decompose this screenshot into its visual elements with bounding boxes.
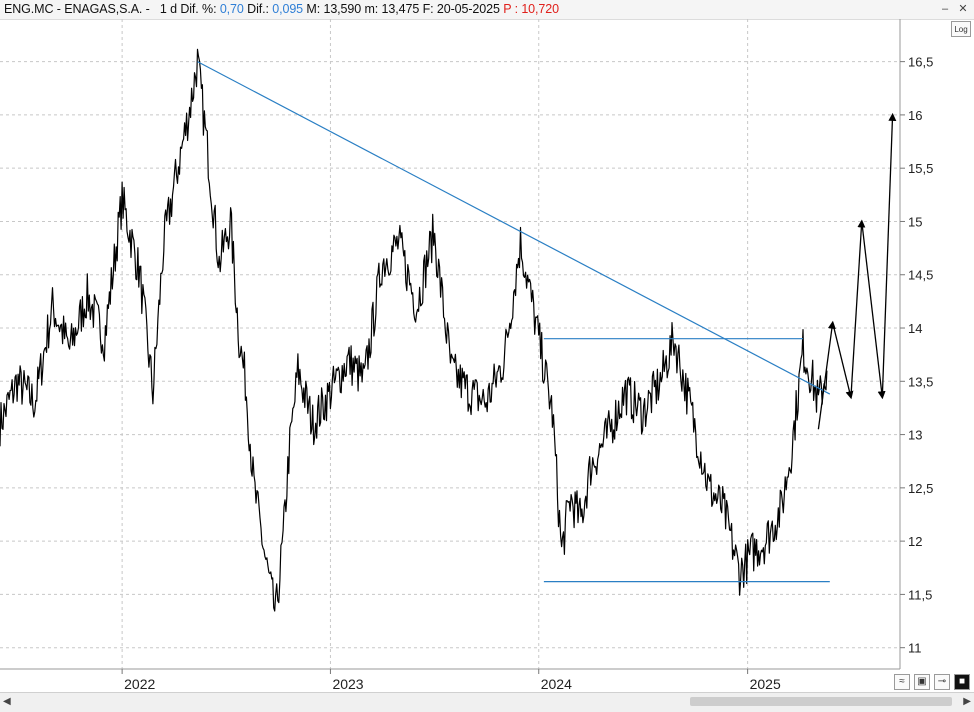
y-tick-label: 14,5 <box>908 268 933 283</box>
scroll-right-icon[interactable]: ▶ <box>963 696 971 707</box>
y-tick-label: 15,5 <box>908 161 933 176</box>
x-tick-label: 2022 <box>124 676 155 692</box>
title-bar: ENG.MC - ENAGAS,S.A. - 1 d Dif. %: 0,70 … <box>0 0 974 20</box>
minimize-icon[interactable]: ‒ <box>941 3 949 15</box>
price-label: P : <box>503 2 518 16</box>
scroll-thumb[interactable] <box>690 697 952 706</box>
y-tick-label: 13,5 <box>908 374 933 389</box>
wave-icon[interactable]: ≈ <box>894 674 910 690</box>
quote-summary: ENG.MC - ENAGAS,S.A. - 1 d Dif. %: 0,70 … <box>4 2 559 16</box>
close-icon[interactable]: ✕ <box>958 3 968 15</box>
pin-icon[interactable]: ⊸ <box>934 674 950 690</box>
y-axis-ticks: 11 11,5 12 12,5 13 13,5 14 14,5 15 15,5 16 16,5 <box>900 55 933 656</box>
x-tick-label: 2023 <box>332 676 363 692</box>
projection-arrow[interactable] <box>832 322 854 400</box>
max-value: 13,590 <box>323 2 362 16</box>
max-label: M: <box>306 2 321 16</box>
projection-arrow[interactable] <box>850 219 866 398</box>
log-scale-button[interactable]: Log <box>951 21 971 37</box>
price-chart[interactable]: 2022 2023 2024 2025 11 11,5 12 12,5 13 13,5 14 14,… <box>0 19 974 692</box>
square-icon[interactable]: ■ <box>954 674 970 690</box>
dif-label: Dif.: <box>247 2 269 16</box>
symbol-name: ENG.MC - ENAGAS,S.A. - <box>4 2 150 16</box>
x-tick-label: 2024 <box>541 676 572 692</box>
dif-pct-value: 0,70 <box>219 2 244 16</box>
projection-arrow[interactable] <box>817 320 836 430</box>
dif-pct-label: Dif. %: <box>180 2 217 16</box>
y-tick-label: 13 <box>908 428 922 443</box>
min-label: m: <box>364 2 379 16</box>
price-series <box>0 48 828 612</box>
price-value: 10,720 <box>521 2 559 16</box>
projection-arrow[interactable] <box>861 221 886 400</box>
x-tick-label: 2025 <box>750 676 781 692</box>
y-tick-label: 12 <box>908 534 922 549</box>
y-tick-label: 14 <box>908 321 922 336</box>
grid-lines <box>0 19 900 669</box>
price-line <box>0 48 828 612</box>
y-tick-label: 11,5 <box>908 587 932 602</box>
horizontal-scrollbar[interactable]: ◀ ▶ <box>0 692 974 712</box>
date-value: 20-05-2025 <box>436 2 500 16</box>
min-value: 13,475 <box>381 2 420 16</box>
dif-value: 0,095 <box>272 2 304 16</box>
save-icon[interactable]: ▣ <box>914 674 930 690</box>
y-tick-label: 16,5 <box>908 55 933 70</box>
y-tick-label: 11 <box>908 641 922 656</box>
projection-path <box>817 112 897 430</box>
y-tick-label: 15 <box>908 214 922 229</box>
x-axis-ticks: 2022 2023 2024 2025 <box>121 669 781 692</box>
y-tick-label: 12,5 <box>908 481 933 496</box>
downtrend-line[interactable] <box>197 61 831 395</box>
projection-arrow[interactable] <box>881 112 897 398</box>
period-label: 1 d <box>159 2 177 16</box>
drawn-lines <box>197 61 831 583</box>
y-tick-label: 16 <box>908 108 922 123</box>
date-label: F: <box>422 2 434 16</box>
scroll-left-icon[interactable]: ◀ <box>3 696 11 707</box>
